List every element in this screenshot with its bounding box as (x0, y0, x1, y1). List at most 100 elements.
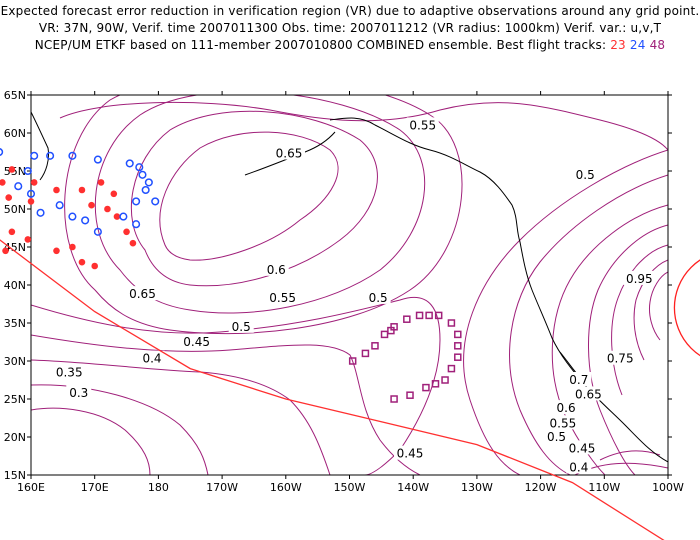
contour-label: 0.95 (626, 272, 653, 286)
great-circle-line (0, 239, 665, 540)
contour-label: 0.3 (69, 386, 88, 400)
track-point-square (361, 349, 370, 358)
lon-tick-label: 180 (148, 481, 169, 494)
lat-tick-label: 40N (4, 279, 26, 292)
map-header: Expected forecast error reduction in ver… (0, 0, 700, 90)
lat-tick-label: 55N (4, 165, 26, 178)
track-point-dot (8, 166, 16, 173)
contour-label: 0.75 (607, 352, 634, 366)
track-point-dot (30, 179, 38, 186)
contour-label-bg (566, 372, 592, 386)
contour-label: 0.5 (576, 168, 595, 182)
contour-path (599, 450, 661, 461)
lat-tick-label: 30N (4, 355, 26, 368)
track-point-circle (36, 208, 45, 217)
contour-label: 0.65 (129, 287, 156, 301)
contour-label-bg (365, 289, 391, 304)
contour-label: 0.5 (369, 291, 388, 305)
lon-tick-label: 160W (270, 481, 302, 494)
track-point-dot (69, 243, 76, 251)
contour-path (31, 359, 331, 475)
track-point-circle (135, 163, 144, 172)
contour-path (64, 95, 463, 335)
contour-label: 0.5 (232, 320, 251, 334)
contour-label-bg (623, 270, 656, 285)
track-point-dot (5, 194, 13, 201)
track-point-circle (46, 151, 55, 160)
track-point-square (454, 342, 462, 350)
contour-label-bg (553, 400, 579, 415)
contour-label-bg (228, 318, 254, 333)
track-point-square (454, 330, 462, 339)
contour-label: 0.65 (276, 147, 303, 161)
track-48-label: 48 (649, 38, 666, 52)
contour-label: 0.45 (183, 335, 210, 349)
lat-tick-label: 65N (4, 89, 26, 102)
contour-label: 0.4 (142, 352, 161, 366)
track-point-square (390, 323, 398, 331)
contour-label: 0.6 (557, 401, 576, 415)
contour-label-bg (272, 145, 305, 160)
contour-label: 0.35 (56, 365, 83, 379)
track-point-dot (104, 205, 111, 213)
track-point-dot (53, 186, 60, 194)
contour-label-bg (572, 166, 598, 181)
contour-path (649, 271, 668, 341)
track-point-circle (132, 220, 141, 229)
lon-tick-label: 130W (461, 481, 493, 494)
contour-label-bg (566, 440, 599, 455)
verification-region-ring (673, 259, 700, 357)
contour-label: 0.45 (569, 441, 596, 455)
lon-tick-label: 160E (17, 481, 45, 494)
track-point-circle (0, 148, 4, 156)
track-point-circle (68, 212, 77, 221)
lon-tick-label: 100W (652, 481, 684, 494)
track-point-circle (93, 227, 102, 236)
lat-tick-label: 60N (4, 127, 26, 140)
contour-label: 0.55 (550, 416, 577, 430)
contour-label: 0.55 (409, 118, 436, 132)
track-point-dot (91, 262, 98, 270)
contour-path (31, 334, 421, 475)
track-point-circle (26, 189, 36, 198)
track-point-square (434, 311, 443, 320)
track-point-dot (0, 179, 6, 186)
track-point-circle (68, 151, 77, 160)
flight-track-t23 (0, 166, 137, 270)
track-point-square (422, 383, 430, 392)
track-point-square (441, 376, 449, 384)
contour-path (588, 224, 668, 475)
contour-path (130, 110, 378, 287)
contour-path (159, 131, 339, 261)
contour-label-bg (406, 117, 439, 132)
track-point-dot (88, 201, 95, 209)
track-point-dot (97, 179, 105, 186)
lon-tick-label: 170W (206, 481, 238, 494)
contour-path (611, 244, 668, 396)
track-point-circle (55, 201, 64, 210)
contour-label-bg (566, 459, 592, 474)
track-point-dot (27, 198, 35, 205)
track-point-square (447, 319, 456, 327)
track-23-label: 23 (610, 38, 626, 52)
contour-label: 0.5 (547, 430, 566, 444)
contour-label-bg (544, 429, 570, 443)
contour-label-bg (266, 289, 299, 304)
track-point-square (454, 353, 462, 361)
track-point-square (380, 330, 389, 339)
contour-label-bg (53, 364, 86, 379)
contour-label-bg (139, 350, 165, 365)
track-point-dot (113, 213, 121, 220)
contour-label: 0.45 (397, 447, 424, 461)
contour-label-bg (572, 386, 605, 401)
track-point-dot (8, 228, 16, 236)
track-point-dot (110, 190, 118, 198)
track-point-square (403, 315, 411, 323)
contour-path (31, 384, 209, 475)
track-point-square (371, 342, 379, 350)
title-line-1: Expected forecast error reduction in ver… (0, 4, 700, 18)
contour-label: 0.7 (569, 373, 588, 387)
title-line-3-text: NCEP/UM ETKF based on 111-member 2007010… (34, 38, 607, 52)
track-point-square (425, 311, 433, 320)
contour-path (59, 101, 668, 151)
